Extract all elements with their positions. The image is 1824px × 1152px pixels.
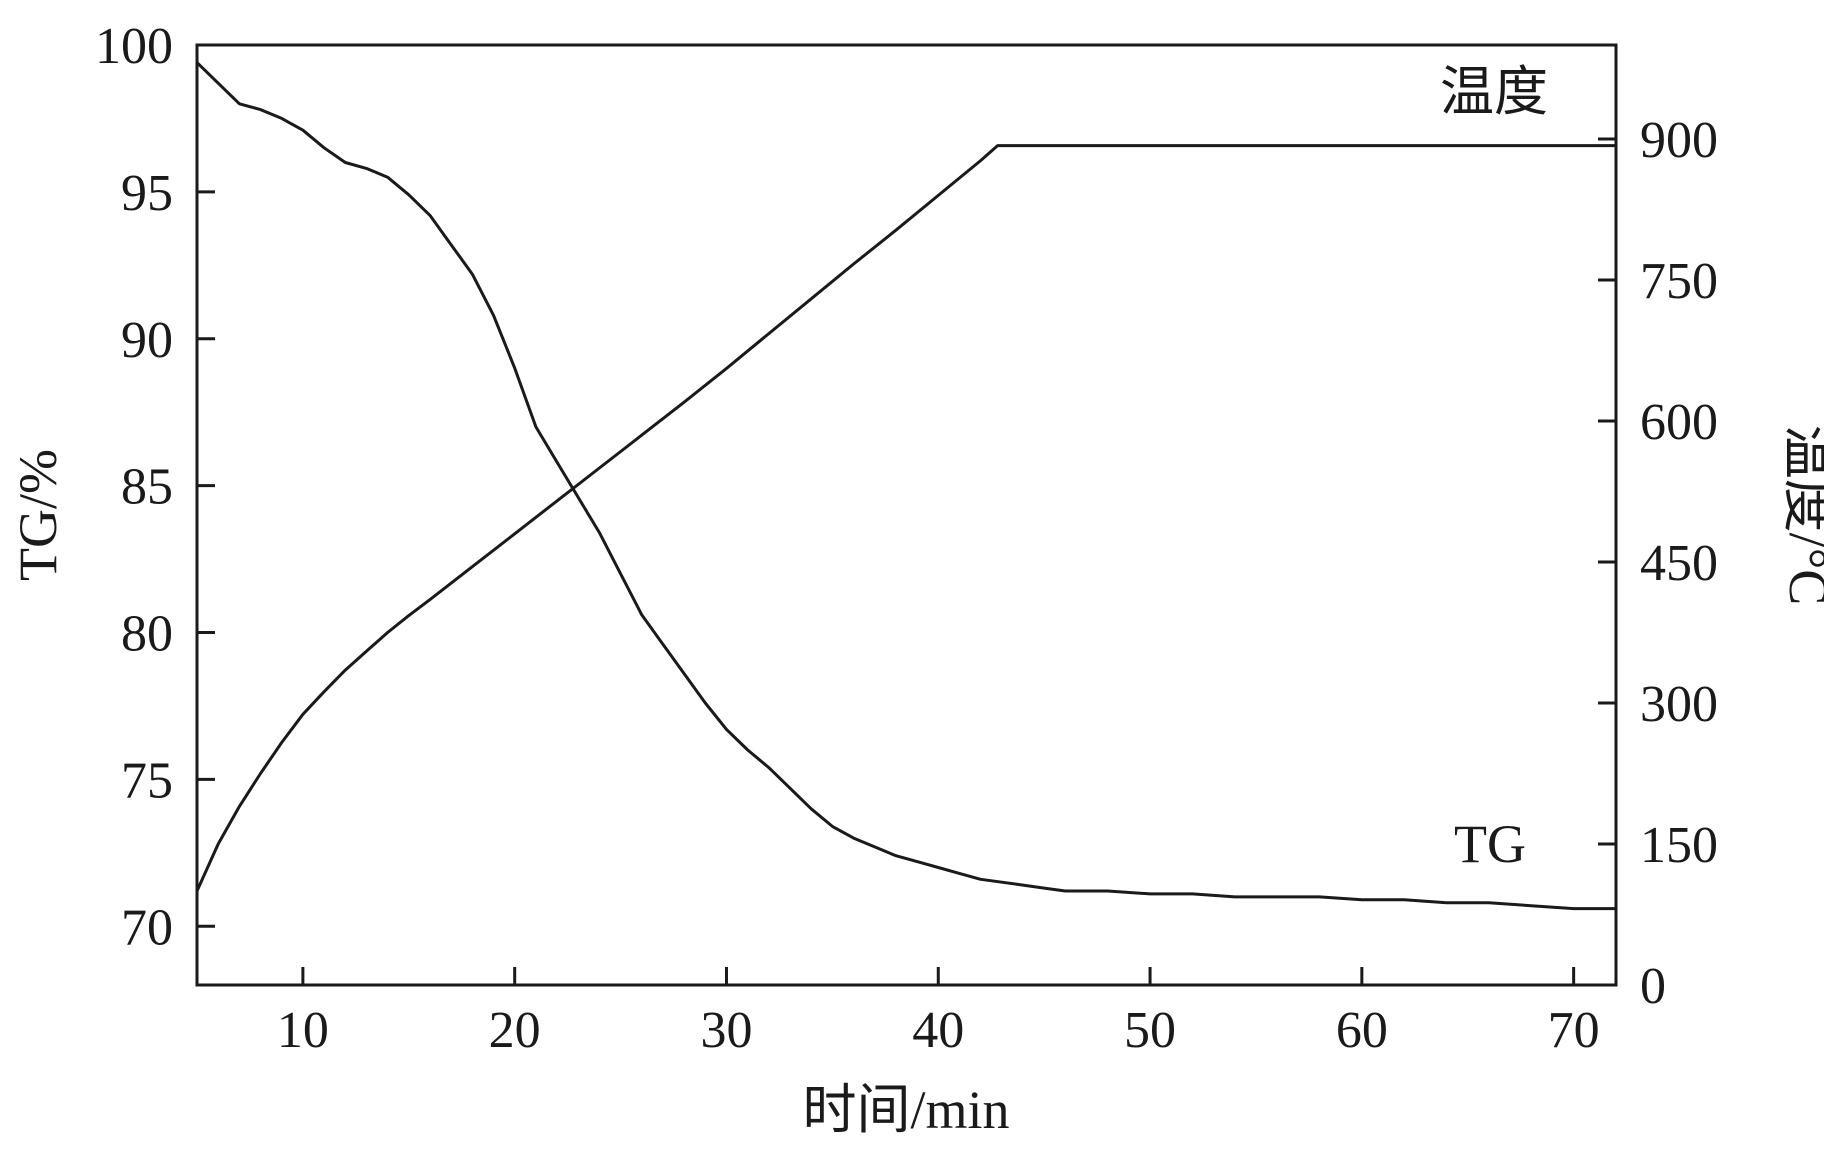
x-tick-label: 50 xyxy=(1124,1002,1176,1059)
y-left-axis-title: TG/% xyxy=(8,449,68,581)
x-axis-title: 时间/min xyxy=(802,1080,1009,1140)
y-left-tick-label: 75 xyxy=(121,752,173,809)
y-right-tick-label: 0 xyxy=(1640,958,1666,1015)
x-tick-label: 60 xyxy=(1336,1002,1388,1059)
x-tick-label: 20 xyxy=(489,1002,541,1059)
y-left-tick-label: 100 xyxy=(95,18,173,75)
temperature-series-line xyxy=(195,144,1616,892)
plot-frame xyxy=(195,43,1618,987)
x-tick-label: 40 xyxy=(912,1002,964,1059)
y-right-tick-label: 900 xyxy=(1640,112,1718,169)
y-right-axis-title: 温度/°C xyxy=(1778,425,1824,606)
ticks xyxy=(197,43,1616,987)
series-group xyxy=(195,61,1616,911)
y-right-tick-label: 150 xyxy=(1640,817,1718,874)
y-left-tick-label: 90 xyxy=(121,312,173,369)
y-right-tick-label: 300 xyxy=(1640,676,1718,733)
x-tick-label: 70 xyxy=(1548,1002,1600,1059)
series-label-temperature: 温度 xyxy=(1440,62,1548,122)
y-left-tick-label: 70 xyxy=(121,899,173,956)
y-left-tick-label: 95 xyxy=(121,165,173,222)
y-left-tick-label: 85 xyxy=(121,459,173,516)
y-left-tick-label: 80 xyxy=(121,606,173,663)
x-tick-label: 30 xyxy=(700,1002,752,1059)
y-right-tick-label: 450 xyxy=(1640,535,1718,592)
series-label-tg: TG xyxy=(1454,814,1526,874)
tick-labels: 10 20 30 40 50 60 70 70 75 80 85 90 95 100 0 150 300 450 6… xyxy=(95,18,1718,1059)
tg-series-line xyxy=(195,61,1616,911)
y-right-tick-label: 750 xyxy=(1640,253,1718,310)
x-tick-label: 10 xyxy=(277,1002,329,1059)
y-right-tick-label: 600 xyxy=(1640,394,1718,451)
